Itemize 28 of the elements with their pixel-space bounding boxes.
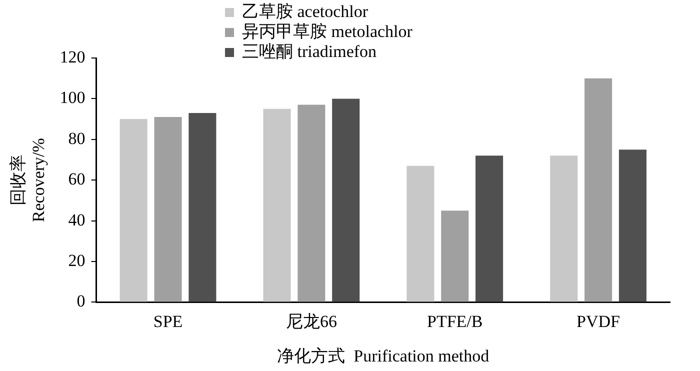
y-tick-label: 20 (68, 250, 86, 270)
bar (406, 166, 434, 302)
x-tick-label: SPE (153, 312, 183, 331)
bar (263, 108, 291, 302)
y-tick-label: 60 (68, 170, 86, 189)
bar (441, 210, 469, 302)
y-tick-label: 40 (68, 210, 86, 230)
x-tick-label: 尼龙66 (286, 312, 337, 331)
y-axis-title: 回收率 Recovery/% (8, 138, 48, 222)
y-tick-label: 120 (60, 47, 86, 66)
legend-label: 异丙甲草胺 metolachlor (242, 22, 412, 42)
bar (298, 104, 326, 302)
bar (332, 98, 360, 302)
legend-label: 乙草胺 acetochlor (242, 2, 368, 22)
x-tick-label: PVDF (576, 312, 620, 331)
bar (550, 156, 578, 302)
x-axis-title: 净化方式 Purification method (277, 346, 490, 366)
x-tick-label: PTFE/B (426, 312, 483, 331)
bar (154, 117, 182, 302)
bar (120, 119, 148, 302)
y-tick-label: 100 (60, 88, 86, 108)
y-tick-label: 80 (68, 128, 86, 148)
legend-label: 三唑酮 triadimefon (242, 42, 377, 62)
bar (476, 156, 504, 302)
y-tick-label: 0 (76, 292, 86, 311)
bar (188, 112, 216, 302)
bar (618, 150, 646, 302)
bar (584, 78, 612, 302)
